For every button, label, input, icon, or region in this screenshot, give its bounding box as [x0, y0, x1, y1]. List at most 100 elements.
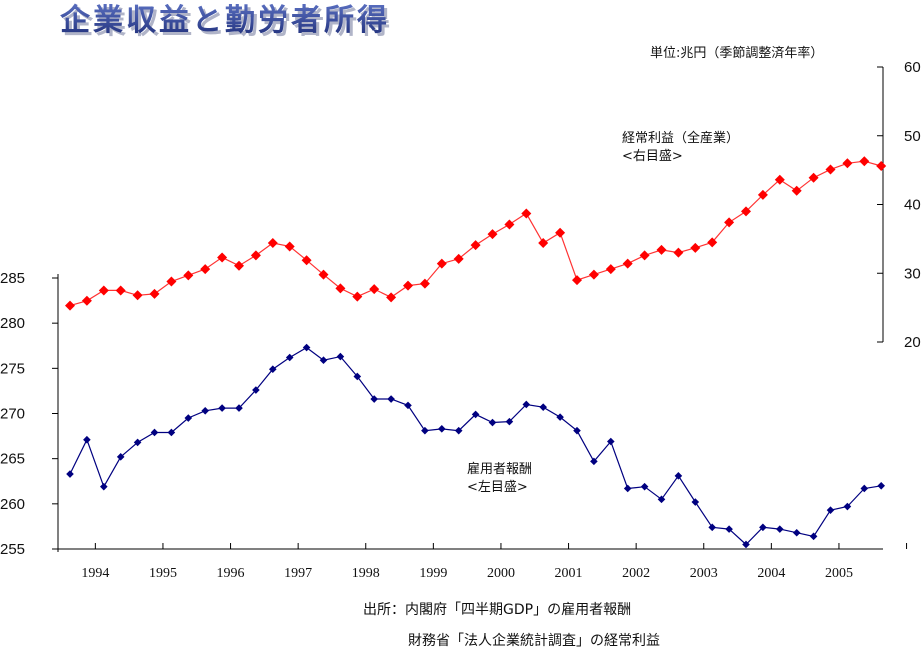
x-tick-label: 2001 [555, 566, 583, 581]
data-point-marker [166, 276, 177, 287]
left-tick-label: 265 [0, 451, 25, 468]
data-point-marker [792, 528, 801, 537]
left-tick-label: 255 [0, 541, 25, 558]
data-point-marker [132, 290, 143, 301]
left-tick-label: 285 [0, 270, 25, 287]
x-tick-label: 1999 [419, 566, 447, 581]
data-point-marker [116, 453, 125, 461]
data-point-marker [826, 506, 835, 514]
data-point-marker [825, 164, 836, 175]
data-point-marker [218, 404, 226, 412]
data-point-marker [167, 428, 176, 437]
data-point-marker [352, 291, 363, 302]
data-point-marker [741, 206, 751, 217]
data-point-marker [640, 482, 649, 491]
data-point-marker [470, 240, 481, 251]
data-point-marker [808, 172, 819, 183]
right-tick-label: 20 [904, 334, 921, 351]
data-point-marker [184, 414, 193, 422]
data-point-marker [183, 270, 194, 281]
data-point-marker [776, 525, 784, 533]
data-point-marker [809, 532, 818, 541]
wage-series-label: 雇用者報酬 [467, 461, 532, 477]
data-point-marker [605, 264, 616, 275]
data-point-marker [302, 343, 311, 352]
right-tick-label: 40 [904, 197, 921, 214]
data-point-marker [623, 484, 632, 493]
data-point-marker [83, 435, 91, 444]
profit-series-label: 経常利益（全産業） [622, 130, 739, 146]
data-point-marker [301, 255, 312, 266]
data-point-marker [774, 174, 785, 185]
data-point-marker [757, 189, 768, 200]
data-point-marker [404, 401, 412, 410]
data-point-marker [691, 498, 700, 506]
series-line [69, 160, 882, 307]
data-point-marker [759, 523, 767, 532]
right-axis-ticks: 20 30 40 50 60 [877, 59, 921, 351]
data-point-marker [539, 403, 547, 411]
data-point-marker [588, 269, 599, 280]
right-tick-label: 30 [904, 265, 921, 282]
x-tick-label: 1994 [81, 566, 109, 581]
data-point-marker [690, 242, 701, 253]
chart-title-shadow: 企業収益と勤労者所得 [63, 6, 393, 41]
data-point-marker [639, 250, 650, 261]
data-point-marker [487, 229, 498, 240]
data-point-marker [267, 238, 278, 248]
data-point-marker [436, 258, 447, 269]
series-line [69, 346, 882, 546]
data-point-marker [656, 244, 667, 255]
wage-series-axis-note: <左目盛> [467, 480, 528, 495]
data-point-marker [235, 404, 243, 412]
data-point-marker [622, 258, 633, 269]
data-point-marker [556, 413, 564, 421]
profit-series-axis-note: <右目盛> [622, 149, 683, 164]
data-point-marker [522, 400, 531, 409]
left-tick-label: 280 [0, 315, 25, 332]
chart-title: 企業収益と勤労者所得 [60, 3, 390, 38]
data-point-marker [387, 395, 395, 403]
data-point-marker [133, 438, 142, 447]
data-point-marker [607, 437, 615, 446]
right-tick-label: 60 [904, 59, 921, 76]
data-point-marker [538, 238, 549, 248]
data-point-marker [369, 284, 380, 295]
data-point-marker [573, 426, 581, 435]
data-point-marker [504, 219, 515, 230]
x-tick-label: 1996 [217, 566, 245, 581]
data-point-marker [149, 288, 160, 299]
right-tick-label: 50 [904, 128, 921, 145]
data-point-marker [742, 540, 750, 549]
data-point-marker [708, 523, 716, 532]
data-point-marker [201, 406, 209, 415]
data-point-marker [843, 502, 852, 511]
data-point-marker [269, 365, 277, 374]
x-tick-label: 1995 [149, 566, 177, 581]
data-point-marker [673, 247, 684, 258]
x-tick-label: 2000 [487, 566, 515, 581]
series-ordinary-profit [65, 156, 887, 311]
data-point-marker [234, 260, 244, 271]
data-point-marker [877, 481, 885, 490]
data-point-marker [791, 185, 802, 196]
data-point-marker [81, 295, 92, 306]
data-point-marker [674, 472, 683, 480]
data-point-marker [454, 426, 463, 435]
data-point-marker [421, 426, 429, 435]
data-point-marker [285, 353, 294, 362]
data-point-marker [657, 495, 666, 504]
data-point-marker [336, 352, 345, 361]
data-point-marker [318, 269, 329, 280]
unit-note: 単位:兆円（季節調整済年率） [650, 45, 823, 61]
data-point-marker [335, 283, 346, 294]
left-tick-label: 275 [0, 360, 25, 377]
x-tick-label: 1998 [352, 566, 380, 581]
data-point-marker [471, 410, 480, 419]
data-point-marker [98, 285, 109, 296]
left-tick-label: 260 [0, 496, 25, 513]
data-point-marker [707, 237, 718, 248]
data-point-marker [100, 482, 108, 491]
data-point-marker [386, 292, 397, 303]
